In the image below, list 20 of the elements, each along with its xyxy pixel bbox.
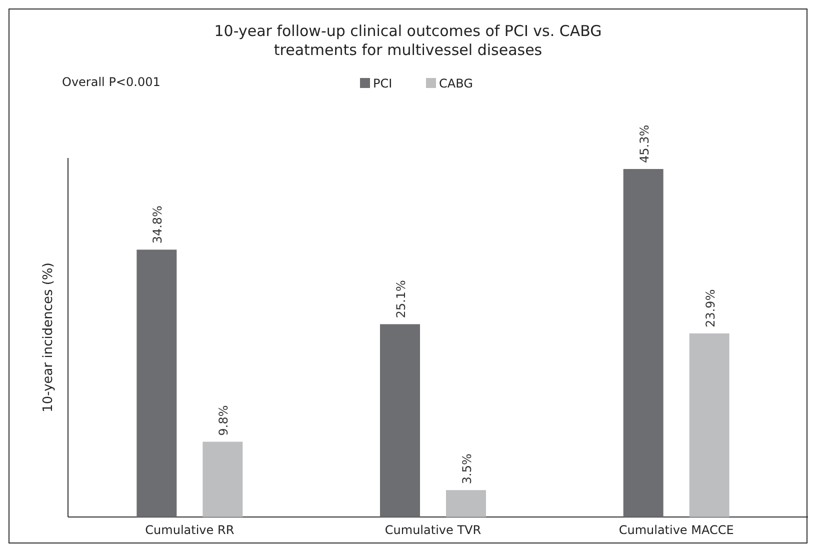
data-label: 45.3% xyxy=(637,124,652,163)
data-label: 9.8% xyxy=(216,405,231,436)
bar xyxy=(202,442,243,517)
bar xyxy=(623,169,664,517)
legend-label: PCI xyxy=(373,76,392,90)
data-label: 34.8% xyxy=(150,206,165,244)
y-axis-title: 10-year incidences (%) xyxy=(41,262,56,412)
x-tick-label: Cumulative MACCE xyxy=(618,523,734,537)
x-tick-label: Cumulative TVR xyxy=(384,523,482,537)
bar xyxy=(689,333,730,517)
data-label: 3.5% xyxy=(460,454,474,484)
bar xyxy=(380,324,420,517)
bar xyxy=(446,490,486,517)
chart-title: 10-year follow-up clinical outcomes of PCI vs. CABG treatments for multivessel diseases xyxy=(214,22,602,59)
legend-label: CABG xyxy=(439,76,473,90)
bar xyxy=(136,250,177,517)
x-tick-label: Cumulative RR xyxy=(145,523,234,537)
data-label: 25.1% xyxy=(394,280,408,318)
data-label: 23.9% xyxy=(703,289,718,328)
text: Overall P<0.001 xyxy=(62,75,160,89)
